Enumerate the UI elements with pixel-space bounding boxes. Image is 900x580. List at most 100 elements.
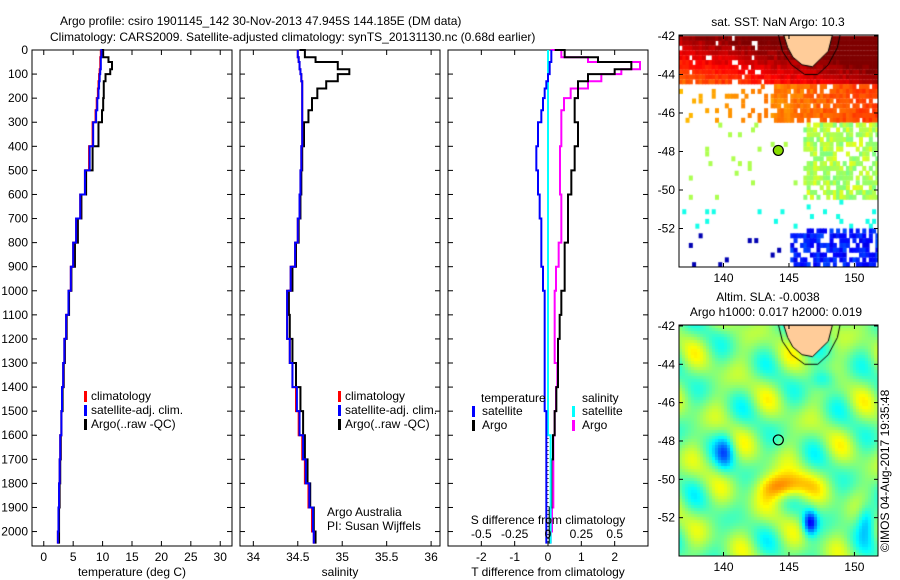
y-tick-label: 100 (8, 67, 28, 81)
series-line-t-argo (548, 49, 633, 544)
figure-title-line1: Argo profile: csiro 1901145_142 30-Nov-2… (60, 14, 462, 28)
y-tick-label: 1900 (1, 500, 28, 514)
legend-label: Argo (482, 418, 508, 432)
legend-swatch (84, 391, 87, 402)
legend-label: climatology (91, 389, 151, 403)
y-tick-label: 1700 (1, 452, 28, 466)
y-tick-label: 1100 (2, 308, 28, 322)
y-tick-label: -44 (658, 67, 676, 81)
x-tick-label: 1 (578, 550, 585, 564)
x-tick-label: 5 (70, 550, 77, 564)
y-tick-label: 1800 (1, 476, 28, 490)
x-tick-label: 140 (713, 560, 733, 574)
legend-label: Argo(..raw -QC) (91, 417, 176, 431)
y-tick-label: -46 (658, 396, 676, 410)
legend-label: satellite (582, 404, 623, 418)
legend-label: Argo (582, 418, 608, 432)
x-tick-label: 36 (424, 550, 438, 564)
y-tick-label: -48 (658, 144, 676, 158)
y-tick-label: -42 (658, 29, 676, 43)
x2-axis-label: S difference from climatology (471, 513, 626, 527)
plot-frame (239, 49, 441, 547)
y-tick-label: 500 (8, 163, 28, 177)
legend-swatch (472, 420, 475, 431)
map-title: sat. SST: NaN Argo: 10.3 (711, 15, 845, 29)
x2-tick-label: -0.25 (501, 527, 529, 541)
annotation-text: PI: Susan Wijffels (327, 519, 421, 533)
y-tick-label: 200 (8, 91, 28, 105)
x-tick-label: 2 (611, 550, 618, 564)
x-tick-label: 145 (779, 560, 799, 574)
legend-swatch (84, 419, 87, 430)
y-tick-label: 1200 (1, 332, 28, 346)
y-tick-label: 1300 (1, 356, 28, 370)
y-tick-label: 700 (8, 212, 28, 226)
x-tick-label: 35 (336, 550, 350, 564)
map-title: Argo h1000: 0.017 h2000: 0.019 (690, 305, 862, 319)
y-tick-label: -48 (658, 434, 676, 448)
y-tick-label: -46 (658, 106, 676, 120)
x-tick-label: -1 (509, 550, 520, 564)
y-tick-label: -52 (658, 511, 676, 525)
x-axis-label: salinity (322, 565, 359, 579)
series-line-satellite-adj-clim- (286, 50, 315, 544)
annotation-text: Argo Australia (327, 505, 402, 519)
legend-swatch (84, 405, 87, 416)
x-tick-label: 20 (155, 550, 169, 564)
y-tick-label: 600 (8, 187, 28, 201)
x2-tick-label: 0.25 (570, 527, 594, 541)
sla-map (679, 325, 878, 556)
x-tick-label: 15 (125, 550, 139, 564)
y-tick-label: -50 (658, 472, 676, 486)
y-tick-label: 1400 (1, 380, 28, 394)
x2-tick-label: -0.5 (471, 527, 492, 541)
y-tick-label: -52 (658, 221, 676, 235)
x-tick-label: 0 (545, 550, 552, 564)
y-tick-label: 400 (8, 139, 28, 153)
y-tick-label: 1000 (1, 284, 28, 298)
y-tick-label: -50 (658, 183, 676, 197)
legend-label: satellite (482, 404, 523, 418)
map-title: Altim. SLA: -0.0038 (716, 290, 820, 304)
argo-position-marker (772, 434, 784, 446)
y-tick-label: 0 (21, 43, 28, 57)
legend-label: climatology (345, 389, 405, 403)
x-axis-label: temperature (deg C) (78, 565, 186, 579)
legend-label: Argo(..raw -QC) (345, 417, 430, 431)
x-tick-label: 150 (844, 271, 864, 285)
legend-swatch (572, 406, 575, 417)
x-tick-label: 145 (779, 271, 799, 285)
x-tick-label: 34 (247, 550, 261, 564)
x-axis-label: T difference from climatology (471, 565, 625, 579)
y-tick-label: -42 (658, 319, 676, 333)
y-tick-label: 2000 (1, 525, 28, 539)
series-line-t-satellite (535, 50, 553, 544)
legend-swatch (472, 406, 475, 417)
credit-text: ©IMOS 04-Aug-2017 19:35:48 (878, 389, 892, 552)
x-tick-label: 140 (713, 271, 733, 285)
y-tick-label: 300 (8, 115, 28, 129)
legend-header: temperature (481, 391, 546, 405)
map-frame (678, 324, 879, 557)
y-tick-label: -44 (658, 357, 676, 371)
legend-label: satellite-adj. clim. (345, 403, 437, 417)
y-tick-label: 1600 (1, 428, 28, 442)
figure-title-line2: Climatology: CARS2009. Satellite-adjuste… (50, 30, 536, 44)
legend-swatch (338, 405, 341, 416)
legend-swatch (572, 420, 575, 431)
legend-header: salinity (582, 391, 619, 405)
argo-position-marker (772, 144, 784, 157)
x-tick-label: -2 (476, 550, 487, 564)
x-tick-label: 150 (844, 560, 864, 574)
legend-label: satellite-adj. clim. (91, 403, 183, 417)
x-tick-label: 0 (40, 550, 47, 564)
x-tick-label: 30 (214, 550, 228, 564)
y-tick-label: 1500 (1, 404, 28, 418)
x2-tick-label: 0.5 (606, 527, 623, 541)
x-tick-label: 10 (96, 550, 110, 564)
x-tick-label: 35.5 (375, 550, 399, 564)
series-line-satellite-adj-clim- (56, 49, 103, 544)
x-tick-label: 34.5 (286, 550, 310, 564)
